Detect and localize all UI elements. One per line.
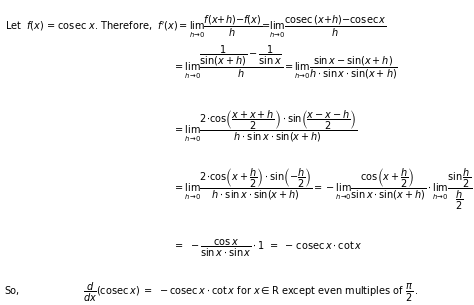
Text: $= \lim_{h \to 0} \dfrac{2\cdot\cos\!\left(x+\dfrac{h}{2}\right)\cdot\sin\!\left: $= \lim_{h \to 0} \dfrac{2\cdot\cos\!\le… bbox=[173, 167, 472, 212]
Text: $= \lim_{h \to 0} \dfrac{\dfrac{1}{\sin(x+h)}-\dfrac{1}{\sin x}}{h} = \lim_{h \t: $= \lim_{h \to 0} \dfrac{\dfrac{1}{\sin(… bbox=[173, 44, 398, 81]
Text: $\dfrac{d}{dx}\left(\mathrm{cosec}\,x\right) \ = \ -\mathrm{cosec}\,x\cdot\cot x: $\dfrac{d}{dx}\left(\mathrm{cosec}\,x\ri… bbox=[83, 281, 418, 304]
Text: Let  $f(x)$ = cosec $x$. Therefore,  $f'(x) = \lim_{h \to 0} \dfrac{f(x+h)-f(x)}: Let $f(x)$ = cosec $x$. Therefore, $f'(x… bbox=[5, 14, 387, 40]
Text: $= \ -\dfrac{\cos x}{\sin x\cdot\sin x}\cdot 1 \ = \ -\,\mathrm{cosec}\,x\cdot\c: $= \ -\dfrac{\cos x}{\sin x\cdot\sin x}\… bbox=[173, 238, 363, 259]
Text: So,: So, bbox=[5, 286, 20, 296]
Text: $= \lim_{h \to 0} \dfrac{2\cdot\cos\!\left(\dfrac{x+x+h}{2}\right)\cdot\sin\!\le: $= \lim_{h \to 0} \dfrac{2\cdot\cos\!\le… bbox=[173, 109, 357, 144]
